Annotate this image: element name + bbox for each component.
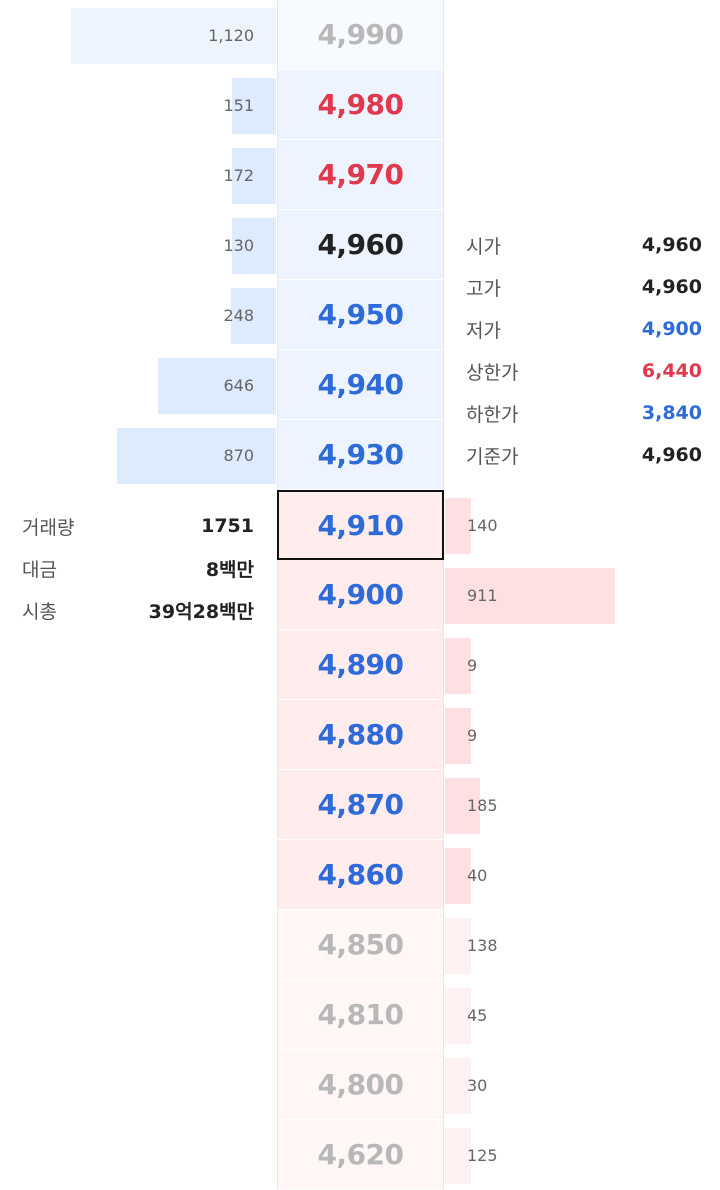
price-info-label: 기준가 [466, 445, 519, 468]
bid-price[interactable]: 4,800 [277, 1050, 444, 1120]
ask-quantity: 151 [223, 95, 254, 115]
bid-volume-bar [445, 708, 471, 764]
bid-price[interactable]: 4,620 [277, 1120, 444, 1190]
trade-info-label: 대금 [22, 558, 57, 581]
ask-row[interactable]: 870 4,930 [0, 420, 720, 490]
bid-row[interactable]: 125 4,620 [0, 1120, 720, 1190]
bid-quantity: 9 [467, 725, 478, 745]
bid-quantity: 185 [467, 795, 498, 815]
bid-volume-bar [445, 568, 615, 624]
bid-quantity: 138 [467, 935, 498, 955]
ask-row[interactable]: 1,120 4,990 [0, 0, 720, 70]
bid-volume-bar [445, 918, 471, 974]
bid-volume-bar [445, 1128, 471, 1184]
price-info-label: 시가 [466, 235, 501, 258]
price-info-value: 6,440 [641, 360, 702, 382]
bid-volume-bar [445, 778, 480, 834]
ask-quantity: 130 [223, 235, 254, 255]
bid-volume-bar [445, 1058, 471, 1114]
ask-volume-bar [232, 78, 276, 134]
bid-row[interactable]: 185 4,870 [0, 770, 720, 840]
trade-info-row: 대금 8백만 [22, 547, 254, 589]
ask-price[interactable]: 4,930 [277, 420, 444, 490]
price-info-value: 3,840 [641, 402, 702, 424]
bid-price[interactable]: 4,870 [277, 770, 444, 840]
ask-price[interactable]: 4,960 [277, 210, 444, 280]
bid-quantity: 30 [467, 1075, 488, 1095]
bid-price[interactable]: 4,880 [277, 700, 444, 770]
bid-row[interactable]: 911 4,900 [0, 560, 720, 630]
trade-info-value: 39억28백만 [148, 600, 254, 623]
price-info-row: 상한가 6,440 [466, 350, 702, 392]
trade-info-row: 거래량 1751 [22, 505, 254, 547]
ask-quantity: 172 [223, 165, 254, 185]
ask-quantity: 646 [223, 375, 254, 395]
ask-volume-bar [71, 8, 276, 64]
price-info-label: 고가 [466, 277, 501, 300]
bid-row[interactable]: 138 4,850 [0, 910, 720, 980]
bid-volume-bar [445, 638, 471, 694]
current-price-cell[interactable]: 4,910 [277, 490, 444, 560]
trade-info-label: 거래량 [22, 516, 75, 539]
bid-row[interactable]: 45 4,810 [0, 980, 720, 1050]
bid-row[interactable]: 9 4,890 [0, 630, 720, 700]
price-info-row: 기준가 4,960 [466, 434, 702, 476]
price-info-row: 고가 4,960 [466, 266, 702, 308]
bid-quantity: 125 [467, 1145, 498, 1165]
bid-row[interactable]: 30 4,800 [0, 1050, 720, 1120]
ask-volume-bar [230, 288, 276, 344]
trade-info-row: 시총 39억28백만 [22, 589, 254, 631]
ask-volume-bar [157, 358, 276, 414]
bid-quantity: 45 [467, 1005, 488, 1025]
bid-quantity: 140 [467, 515, 498, 535]
trade-info-label: 시총 [22, 600, 57, 623]
bid-row[interactable]: 9 4,880 [0, 700, 720, 770]
price-info-value: 4,960 [641, 276, 702, 298]
ask-volume-bar [116, 428, 276, 484]
ask-row[interactable]: 248 4,950 [0, 280, 720, 350]
price-info-row: 시가 4,960 [466, 224, 702, 266]
ask-price[interactable]: 4,950 [277, 280, 444, 350]
ask-price[interactable]: 4,990 [277, 0, 444, 70]
price-info-row: 저가 4,900 [466, 308, 702, 350]
bid-price[interactable]: 4,850 [277, 910, 444, 980]
ask-volume-bar [232, 218, 276, 274]
bid-price[interactable]: 4,890 [277, 630, 444, 700]
price-info-label: 하한가 [466, 403, 519, 426]
ask-quantity: 1,120 [208, 25, 254, 45]
bid-volume-bar [445, 988, 471, 1044]
bid-quantity: 9 [467, 655, 478, 675]
price-info-value: 4,900 [641, 318, 702, 340]
bid-price[interactable]: 4,860 [277, 840, 444, 910]
ask-volume-bar [232, 148, 276, 204]
ask-quantity: 248 [223, 305, 254, 325]
ask-row[interactable]: 151 4,980 [0, 70, 720, 140]
price-info-label: 저가 [466, 319, 501, 342]
bid-volume-bar [445, 848, 471, 904]
price-info-value: 4,960 [641, 444, 702, 466]
ask-price[interactable]: 4,970 [277, 140, 444, 210]
trade-info-value: 1751 [201, 515, 254, 537]
ask-price[interactable]: 4,980 [277, 70, 444, 140]
bid-quantity: 40 [467, 865, 488, 885]
bid-price[interactable]: 4,810 [277, 980, 444, 1050]
bid-volume-bar [445, 498, 472, 554]
bid-row[interactable]: 140 4,910 [0, 490, 720, 560]
ask-quantity: 870 [223, 445, 254, 465]
price-info-row: 하한가 3,840 [466, 392, 702, 434]
trade-info-value: 8백만 [205, 558, 254, 581]
price-info-value: 4,960 [641, 234, 702, 256]
ask-price[interactable]: 4,940 [277, 350, 444, 420]
bid-price[interactable]: 4,900 [277, 560, 444, 630]
bid-row[interactable]: 40 4,860 [0, 840, 720, 910]
ask-row[interactable]: 646 4,940 [0, 350, 720, 420]
ask-row[interactable]: 130 4,960 [0, 210, 720, 280]
ask-row[interactable]: 172 4,970 [0, 140, 720, 210]
bid-quantity: 911 [467, 585, 498, 605]
price-info-panel: 시가 4,960 고가 4,960 저가 4,900 상한가 6,440 하한가 3,840 기준가… [466, 224, 702, 476]
price-info-label: 상한가 [466, 361, 519, 384]
